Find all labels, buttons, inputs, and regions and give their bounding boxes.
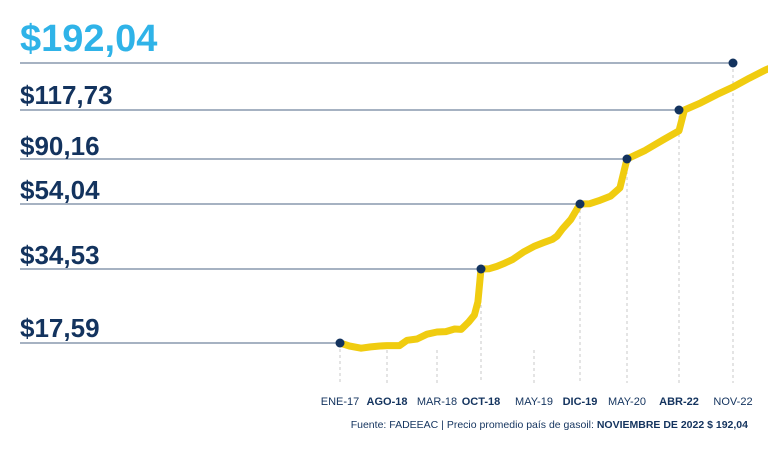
source-note: Fuente: FADEEAC | Precio promedio país d… [351,419,748,431]
x-tick-label: ABR-22 [659,396,699,408]
x-tick-label: MAY-20 [608,396,646,408]
x-tick-label: MAR-18 [416,396,458,408]
value-label: $192,04 [20,18,158,60]
x-tick-label: ENE-17 [320,396,360,408]
source-middle: | Precio promedio país de gasoil: [438,419,597,431]
x-tick-label: OCT-18 [461,396,501,408]
x-tick-label: NOV-22 [713,396,753,408]
data-point-marker [622,154,632,164]
value-label: $17,59 [20,313,100,343]
value-label: $34,53 [20,240,100,270]
value-label: $90,16 [20,131,100,161]
data-point-marker [476,264,486,274]
value-label: $54,04 [20,175,100,205]
x-tick-label: DIC-19 [562,396,598,408]
price-line [336,65,768,352]
source-prefix: Fuente: FADEEAC [350,419,439,431]
value-label: $117,73 [20,80,113,110]
x-tick-label: MAY-19 [515,396,553,408]
x-tick-label: AGO-18 [366,396,408,408]
data-point-marker [728,58,738,68]
data-point-marker [575,199,585,209]
data-point-marker [674,105,684,115]
source-highlight: NOVIEMBRE DE 2022 $ 192,04 [596,419,748,431]
data-point-marker [335,338,345,348]
